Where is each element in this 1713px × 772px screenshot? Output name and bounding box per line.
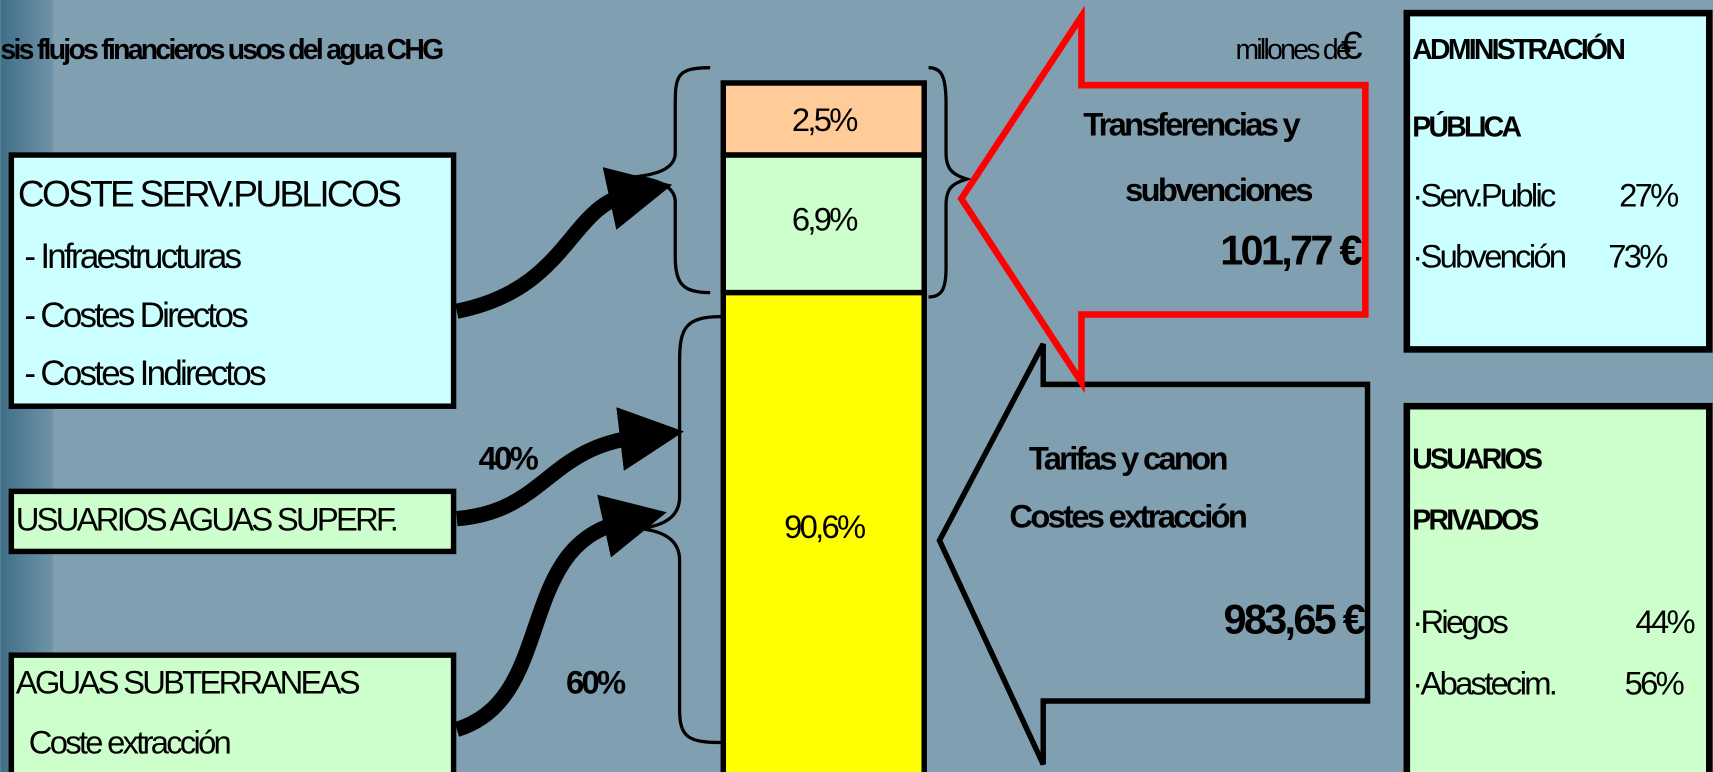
private-title: PRIVADOS xyxy=(1412,504,1538,536)
private-item: ·Abastecim. xyxy=(1412,664,1555,701)
cost-title: COSTE SERV.PUBLICOS xyxy=(18,172,401,214)
public-value: 27% xyxy=(1619,176,1678,213)
tariff-text: Tarifas y canon xyxy=(1029,439,1227,476)
bar-segment xyxy=(720,289,927,772)
public-title: PÚBLICA xyxy=(1412,111,1521,143)
brace xyxy=(928,66,973,299)
private-value: 56% xyxy=(1625,664,1684,701)
segment-label: 6,9% xyxy=(792,200,857,237)
tariff-text: Costes extracción xyxy=(1009,497,1245,534)
units-label: millones de xyxy=(1235,34,1350,66)
cost-item: - Infraestructuras xyxy=(24,237,241,276)
private-box xyxy=(1403,402,1713,772)
flow-arrow xyxy=(454,494,667,737)
ground-subtitle: Coste extracción xyxy=(29,723,231,760)
transfer-text: subvenciones xyxy=(1125,171,1312,208)
segment-label: 2,5% xyxy=(792,101,857,138)
segment-label: 90,6% xyxy=(784,508,865,545)
transfer-arrow xyxy=(957,5,1369,394)
arrow-label: 40% xyxy=(479,439,539,476)
arrow-label: 60% xyxy=(566,663,626,700)
transfer-amount: 101,77 € xyxy=(1220,226,1362,273)
ground-title: AGUAS SUBTERRANEAS xyxy=(16,663,360,700)
brace xyxy=(639,315,722,745)
units-symbol: € xyxy=(1341,23,1363,67)
surface-box xyxy=(8,488,457,555)
flow-arrow xyxy=(456,407,684,527)
public-item: ·Serv.Public xyxy=(1412,176,1556,213)
private-title: USUARIOS xyxy=(1412,443,1542,475)
flow-arrow xyxy=(455,167,673,319)
cost-item: - Costes Indirectos xyxy=(24,354,266,393)
public-box xyxy=(1403,9,1713,353)
title: sis flujos financieros usos del agua CHG xyxy=(0,34,443,66)
bar-segment xyxy=(720,152,927,296)
brace xyxy=(633,66,711,295)
private-value: 44% xyxy=(1636,603,1695,640)
cost-item: - Costes Directos xyxy=(24,296,248,335)
surface-title: USUARIOS AGUAS SUPERF. xyxy=(16,501,397,538)
tariff-amount: 983,65 € xyxy=(1224,595,1366,642)
public-item: ·Subvención xyxy=(1412,237,1566,274)
private-item: ·Riegos xyxy=(1412,603,1508,640)
ground-box xyxy=(8,652,457,772)
cost-box xyxy=(8,152,457,409)
public-title: ADMINISTRACIÓN xyxy=(1412,34,1624,66)
tariff-arrow xyxy=(936,342,1371,766)
transfer-text: Transferencias y xyxy=(1083,105,1301,142)
public-value: 73% xyxy=(1608,237,1667,274)
